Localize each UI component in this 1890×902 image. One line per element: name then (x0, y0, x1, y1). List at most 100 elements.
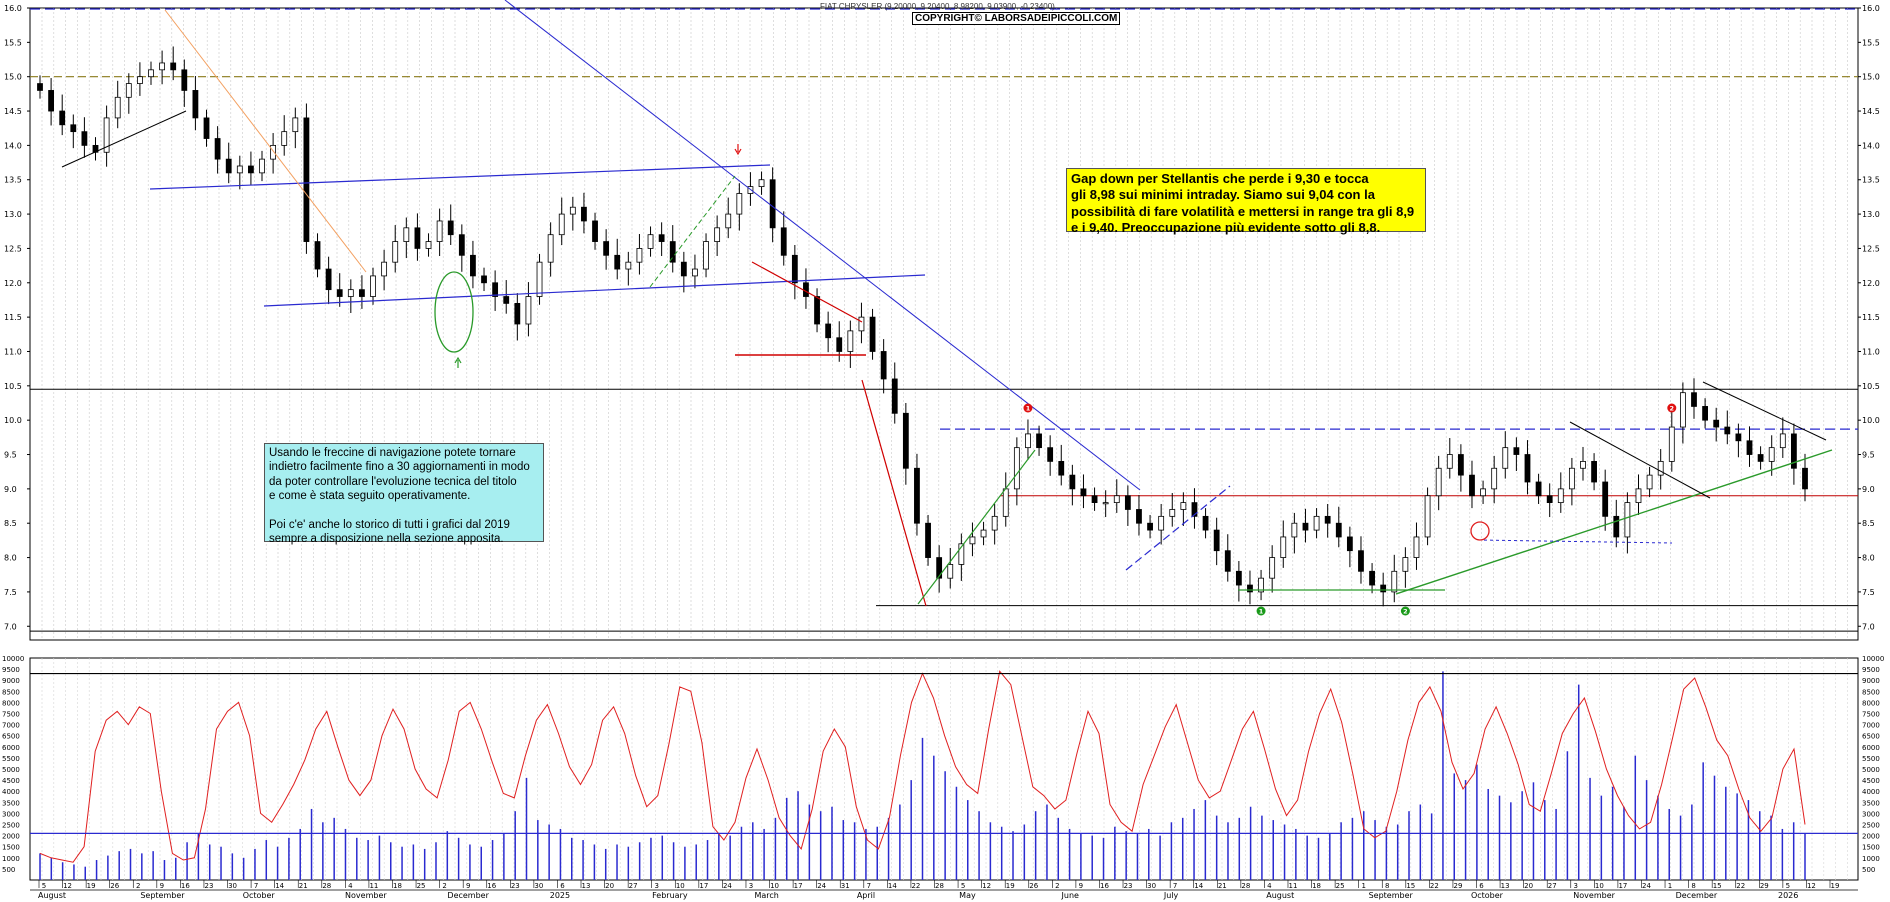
trend-line (1702, 381, 1827, 441)
volume-tick-label: 6000 (2, 744, 20, 752)
x-day-label: 26 (1029, 882, 1038, 890)
x-day-label: 16 (487, 882, 496, 890)
candle-body (1402, 557, 1409, 572)
candle-body (59, 110, 66, 126)
x-day-label: 1 (1361, 882, 1365, 890)
x-day-label: 7 (254, 882, 258, 890)
y-tick-label: 7.5 (1862, 588, 1875, 597)
y-tick-label: 11.5 (1862, 313, 1880, 322)
candle-body (114, 96, 121, 119)
candle-body (1790, 433, 1797, 469)
candle-body (1002, 488, 1009, 517)
y-tick-label: 10.5 (1862, 382, 1880, 391)
candle-body (1247, 584, 1253, 593)
x-day-label: 5 (1786, 882, 1790, 890)
y-tick-label: 8.0 (4, 554, 17, 563)
trend-line (164, 9, 367, 273)
x-month-label: July (1163, 891, 1179, 900)
candle-body (259, 158, 265, 174)
candle-body (1291, 522, 1298, 538)
x-month-label: February (652, 891, 688, 900)
highlight-circle (1470, 521, 1490, 541)
x-month-label: 2025 (550, 891, 570, 900)
candle-body (581, 206, 587, 222)
x-day-label: 18 (1312, 882, 1321, 890)
candle-body (647, 234, 654, 249)
candle-body (1524, 454, 1531, 483)
volume-tick-label: 3000 (2, 810, 20, 818)
x-day-label: 11 (369, 882, 378, 890)
x-day-label: 10 (770, 882, 779, 890)
x-day-label: 31 (841, 882, 850, 890)
volume-tick-label: 10000 (1862, 655, 1884, 663)
x-day-label: 3 (1574, 882, 1578, 890)
candle-body (1702, 406, 1708, 421)
x-day-label: 21 (1218, 882, 1227, 890)
candle-body (525, 296, 532, 325)
candle-body (37, 83, 43, 91)
candle-body (270, 144, 277, 160)
x-day-label: 23 (1124, 882, 1133, 890)
y-tick-label: 13.5 (4, 176, 22, 185)
x-month-label: August (1266, 891, 1294, 900)
candle-body (470, 254, 476, 277)
x-day-label: 25 (417, 882, 426, 890)
x-day-label: 20 (605, 882, 614, 890)
volume-tick-label: 9000 (2, 677, 20, 685)
volume-tick-label: 8000 (1862, 699, 1880, 707)
candle-body (1147, 522, 1153, 531)
x-day-label: 20 (1524, 882, 1533, 890)
x-month-label: March (754, 891, 778, 900)
volume-tick-label: 1000 (2, 855, 20, 863)
candle-body (48, 90, 55, 112)
candle-body (1757, 454, 1764, 462)
volume-tick-label: 6500 (1862, 733, 1880, 741)
candle-body (814, 296, 820, 325)
x-day-label: 6 (1479, 882, 1484, 890)
candle-body (1513, 447, 1520, 455)
candle-body (492, 282, 499, 297)
candle-body (703, 241, 709, 270)
y-tick-label: 10.0 (4, 416, 22, 425)
candle-body (958, 543, 965, 565)
y-tick-label: 13.5 (1862, 176, 1880, 185)
candle-body (980, 529, 987, 538)
candle-body (936, 557, 943, 579)
volume-tick-label: 1500 (2, 844, 20, 852)
y-tick-label: 15.0 (4, 73, 22, 82)
x-day-label: 30 (228, 882, 237, 890)
x-day-label: 21 (299, 882, 308, 890)
y-tick-label: 10.5 (4, 382, 22, 391)
y-tick-label: 12.0 (4, 279, 22, 288)
x-day-label: 9 (466, 882, 470, 890)
volume-tick-label: 3500 (1862, 799, 1880, 807)
volume-panel: 500 500 1000 1000 1500 1500 2000 2000 2500 2500 30… (2, 655, 1884, 900)
x-day-label: 27 (1548, 882, 1557, 890)
candle-body (925, 522, 931, 558)
candle-body (414, 227, 421, 249)
candle-body (1779, 433, 1786, 449)
x-month-label: December (1676, 891, 1718, 900)
volume-tick-label: 10000 (2, 655, 24, 663)
trend-line (1569, 421, 1711, 499)
x-day-label: 9 (1079, 882, 1083, 890)
x-day-label: 10 (1595, 882, 1604, 890)
x-month-label: June (1061, 891, 1080, 900)
y-tick-label: 11.0 (1862, 347, 1880, 356)
candle-body (558, 213, 565, 236)
y-tick-label: 10.0 (1862, 416, 1880, 425)
highlight-ellipse (434, 271, 474, 353)
candle-body (1557, 488, 1564, 504)
y-tick-label: 14.5 (4, 107, 22, 116)
volume-tick-label: 9500 (2, 666, 20, 674)
candle-body (248, 165, 254, 174)
x-day-label: 14 (888, 882, 897, 890)
candle-body (381, 261, 388, 277)
candle-body (603, 241, 610, 256)
analysis-note: Gap down per Stellantis che perde i 9,30… (1066, 168, 1426, 235)
x-day-label: 24 (723, 882, 732, 890)
candle-body (336, 289, 343, 297)
candle-body (314, 241, 321, 270)
candle-body (902, 412, 909, 469)
x-day-label: 1 (1668, 882, 1672, 890)
